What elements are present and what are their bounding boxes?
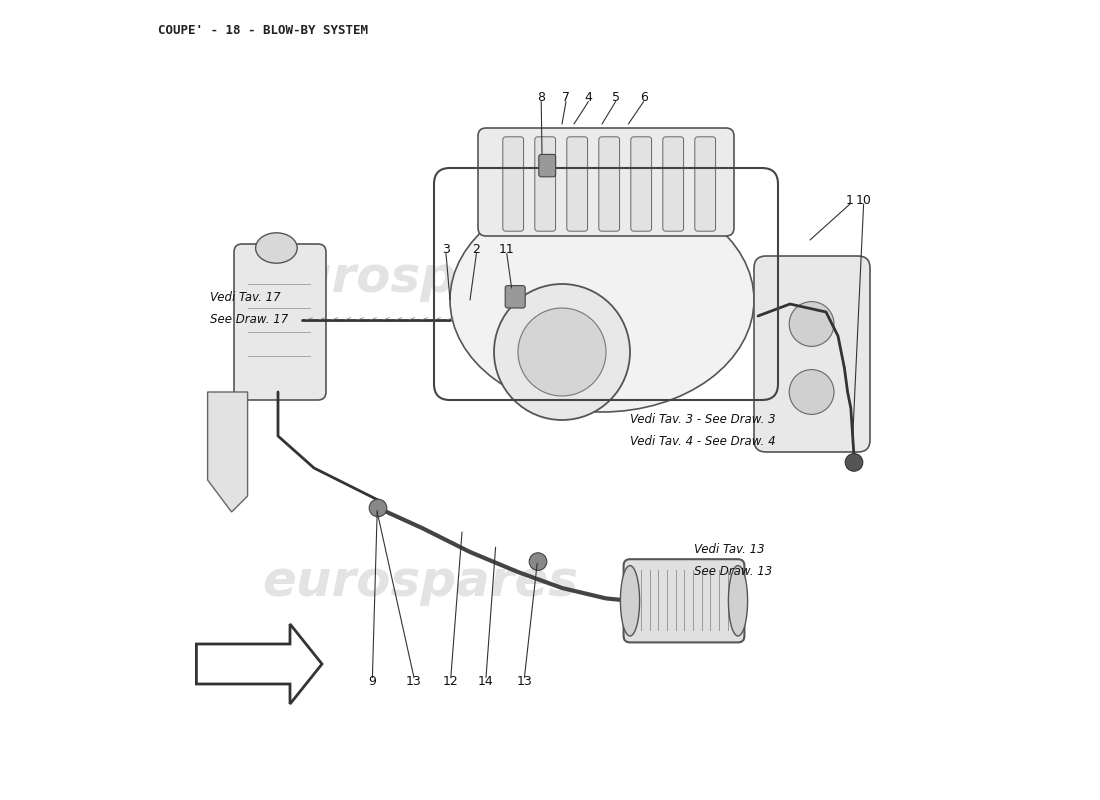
Text: 13: 13 — [406, 675, 422, 688]
Circle shape — [518, 308, 606, 396]
Text: 8: 8 — [537, 91, 546, 104]
Ellipse shape — [255, 233, 297, 263]
Text: Vedi Tav. 3 - See Draw. 3: Vedi Tav. 3 - See Draw. 3 — [630, 413, 776, 426]
FancyBboxPatch shape — [478, 128, 734, 236]
Text: 3: 3 — [442, 243, 450, 256]
FancyBboxPatch shape — [505, 286, 525, 308]
Text: 2: 2 — [473, 243, 481, 256]
FancyBboxPatch shape — [754, 256, 870, 452]
Text: 7: 7 — [562, 91, 570, 104]
FancyBboxPatch shape — [624, 559, 745, 642]
Text: Vedi Tav. 4 - See Draw. 4: Vedi Tav. 4 - See Draw. 4 — [630, 435, 776, 448]
Text: 12: 12 — [443, 675, 459, 688]
Text: See Draw. 17: See Draw. 17 — [210, 314, 288, 326]
FancyBboxPatch shape — [598, 137, 619, 231]
Circle shape — [845, 454, 862, 471]
Text: Vedi Tav. 17: Vedi Tav. 17 — [210, 291, 280, 304]
Polygon shape — [197, 624, 322, 704]
FancyBboxPatch shape — [535, 137, 556, 231]
Ellipse shape — [620, 566, 639, 636]
FancyBboxPatch shape — [566, 137, 587, 231]
Text: Vedi Tav. 13: Vedi Tav. 13 — [694, 543, 764, 556]
FancyBboxPatch shape — [695, 137, 716, 231]
FancyBboxPatch shape — [663, 137, 683, 231]
Text: 5: 5 — [612, 91, 619, 104]
Ellipse shape — [450, 188, 754, 412]
Text: eurospares: eurospares — [262, 558, 578, 606]
FancyBboxPatch shape — [503, 137, 524, 231]
Text: 1: 1 — [846, 194, 854, 206]
Circle shape — [494, 284, 630, 420]
Text: 4: 4 — [584, 91, 592, 104]
Text: See Draw. 13: See Draw. 13 — [694, 566, 772, 578]
FancyBboxPatch shape — [539, 154, 556, 177]
Circle shape — [529, 553, 547, 570]
FancyBboxPatch shape — [234, 244, 326, 400]
Text: 14: 14 — [478, 675, 494, 688]
Text: 11: 11 — [499, 243, 515, 256]
Text: eurospares: eurospares — [262, 254, 578, 302]
Text: COUPE' - 18 - BLOW-BY SYSTEM: COUPE' - 18 - BLOW-BY SYSTEM — [158, 24, 368, 37]
Polygon shape — [208, 392, 248, 512]
Text: 10: 10 — [856, 194, 871, 206]
Ellipse shape — [728, 566, 748, 636]
FancyBboxPatch shape — [630, 137, 651, 231]
Text: 6: 6 — [640, 91, 648, 104]
Circle shape — [370, 499, 387, 517]
Text: 13: 13 — [517, 675, 532, 688]
Text: 9: 9 — [368, 675, 376, 688]
Circle shape — [789, 370, 834, 414]
Circle shape — [789, 302, 834, 346]
